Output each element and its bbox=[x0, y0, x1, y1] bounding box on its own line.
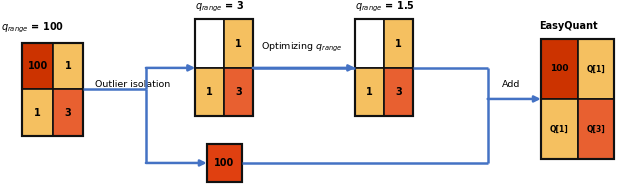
Text: Q[1]: Q[1] bbox=[587, 64, 605, 73]
Bar bbox=[578, 99, 614, 159]
Bar bbox=[53, 89, 83, 136]
Text: 100: 100 bbox=[28, 61, 48, 71]
Bar bbox=[355, 19, 413, 116]
Text: Optimizing $q_{range}$: Optimizing $q_{range}$ bbox=[261, 41, 342, 54]
Text: 3: 3 bbox=[395, 87, 402, 97]
Bar bbox=[541, 99, 577, 159]
Text: Q[1]: Q[1] bbox=[550, 125, 568, 133]
Bar bbox=[195, 19, 224, 68]
Text: 1: 1 bbox=[65, 61, 72, 71]
Bar bbox=[384, 19, 413, 68]
Bar bbox=[207, 144, 242, 182]
Text: 1: 1 bbox=[395, 39, 402, 49]
Bar bbox=[224, 68, 253, 116]
Bar bbox=[22, 89, 52, 136]
Text: $q_{range}$ = 1.5: $q_{range}$ = 1.5 bbox=[355, 0, 415, 14]
Text: 100: 100 bbox=[550, 64, 568, 73]
Text: 3: 3 bbox=[65, 107, 72, 118]
Text: $q_{range}$ = 3: $q_{range}$ = 3 bbox=[195, 0, 244, 14]
Text: 1: 1 bbox=[34, 107, 41, 118]
Bar bbox=[22, 43, 52, 89]
Bar bbox=[541, 39, 577, 99]
Bar bbox=[53, 43, 83, 89]
Bar bbox=[355, 68, 384, 116]
Text: 100: 100 bbox=[214, 158, 234, 168]
Text: Outlier isolation: Outlier isolation bbox=[95, 80, 170, 89]
Text: Add: Add bbox=[502, 80, 521, 89]
Bar bbox=[207, 144, 242, 182]
Text: $q_{range}$ = 100: $q_{range}$ = 100 bbox=[1, 21, 65, 35]
Text: Q[3]: Q[3] bbox=[587, 125, 605, 133]
Text: 1: 1 bbox=[206, 87, 213, 97]
Bar bbox=[224, 19, 253, 68]
Text: 1: 1 bbox=[235, 39, 242, 49]
Bar bbox=[195, 68, 224, 116]
Bar bbox=[384, 68, 413, 116]
Bar bbox=[541, 39, 614, 159]
Text: 1: 1 bbox=[366, 87, 373, 97]
Text: 3: 3 bbox=[235, 87, 242, 97]
Bar bbox=[195, 19, 253, 116]
Bar bbox=[22, 43, 83, 136]
Text: EasyQuant: EasyQuant bbox=[540, 21, 598, 31]
Bar bbox=[578, 39, 614, 99]
Bar bbox=[355, 19, 384, 68]
